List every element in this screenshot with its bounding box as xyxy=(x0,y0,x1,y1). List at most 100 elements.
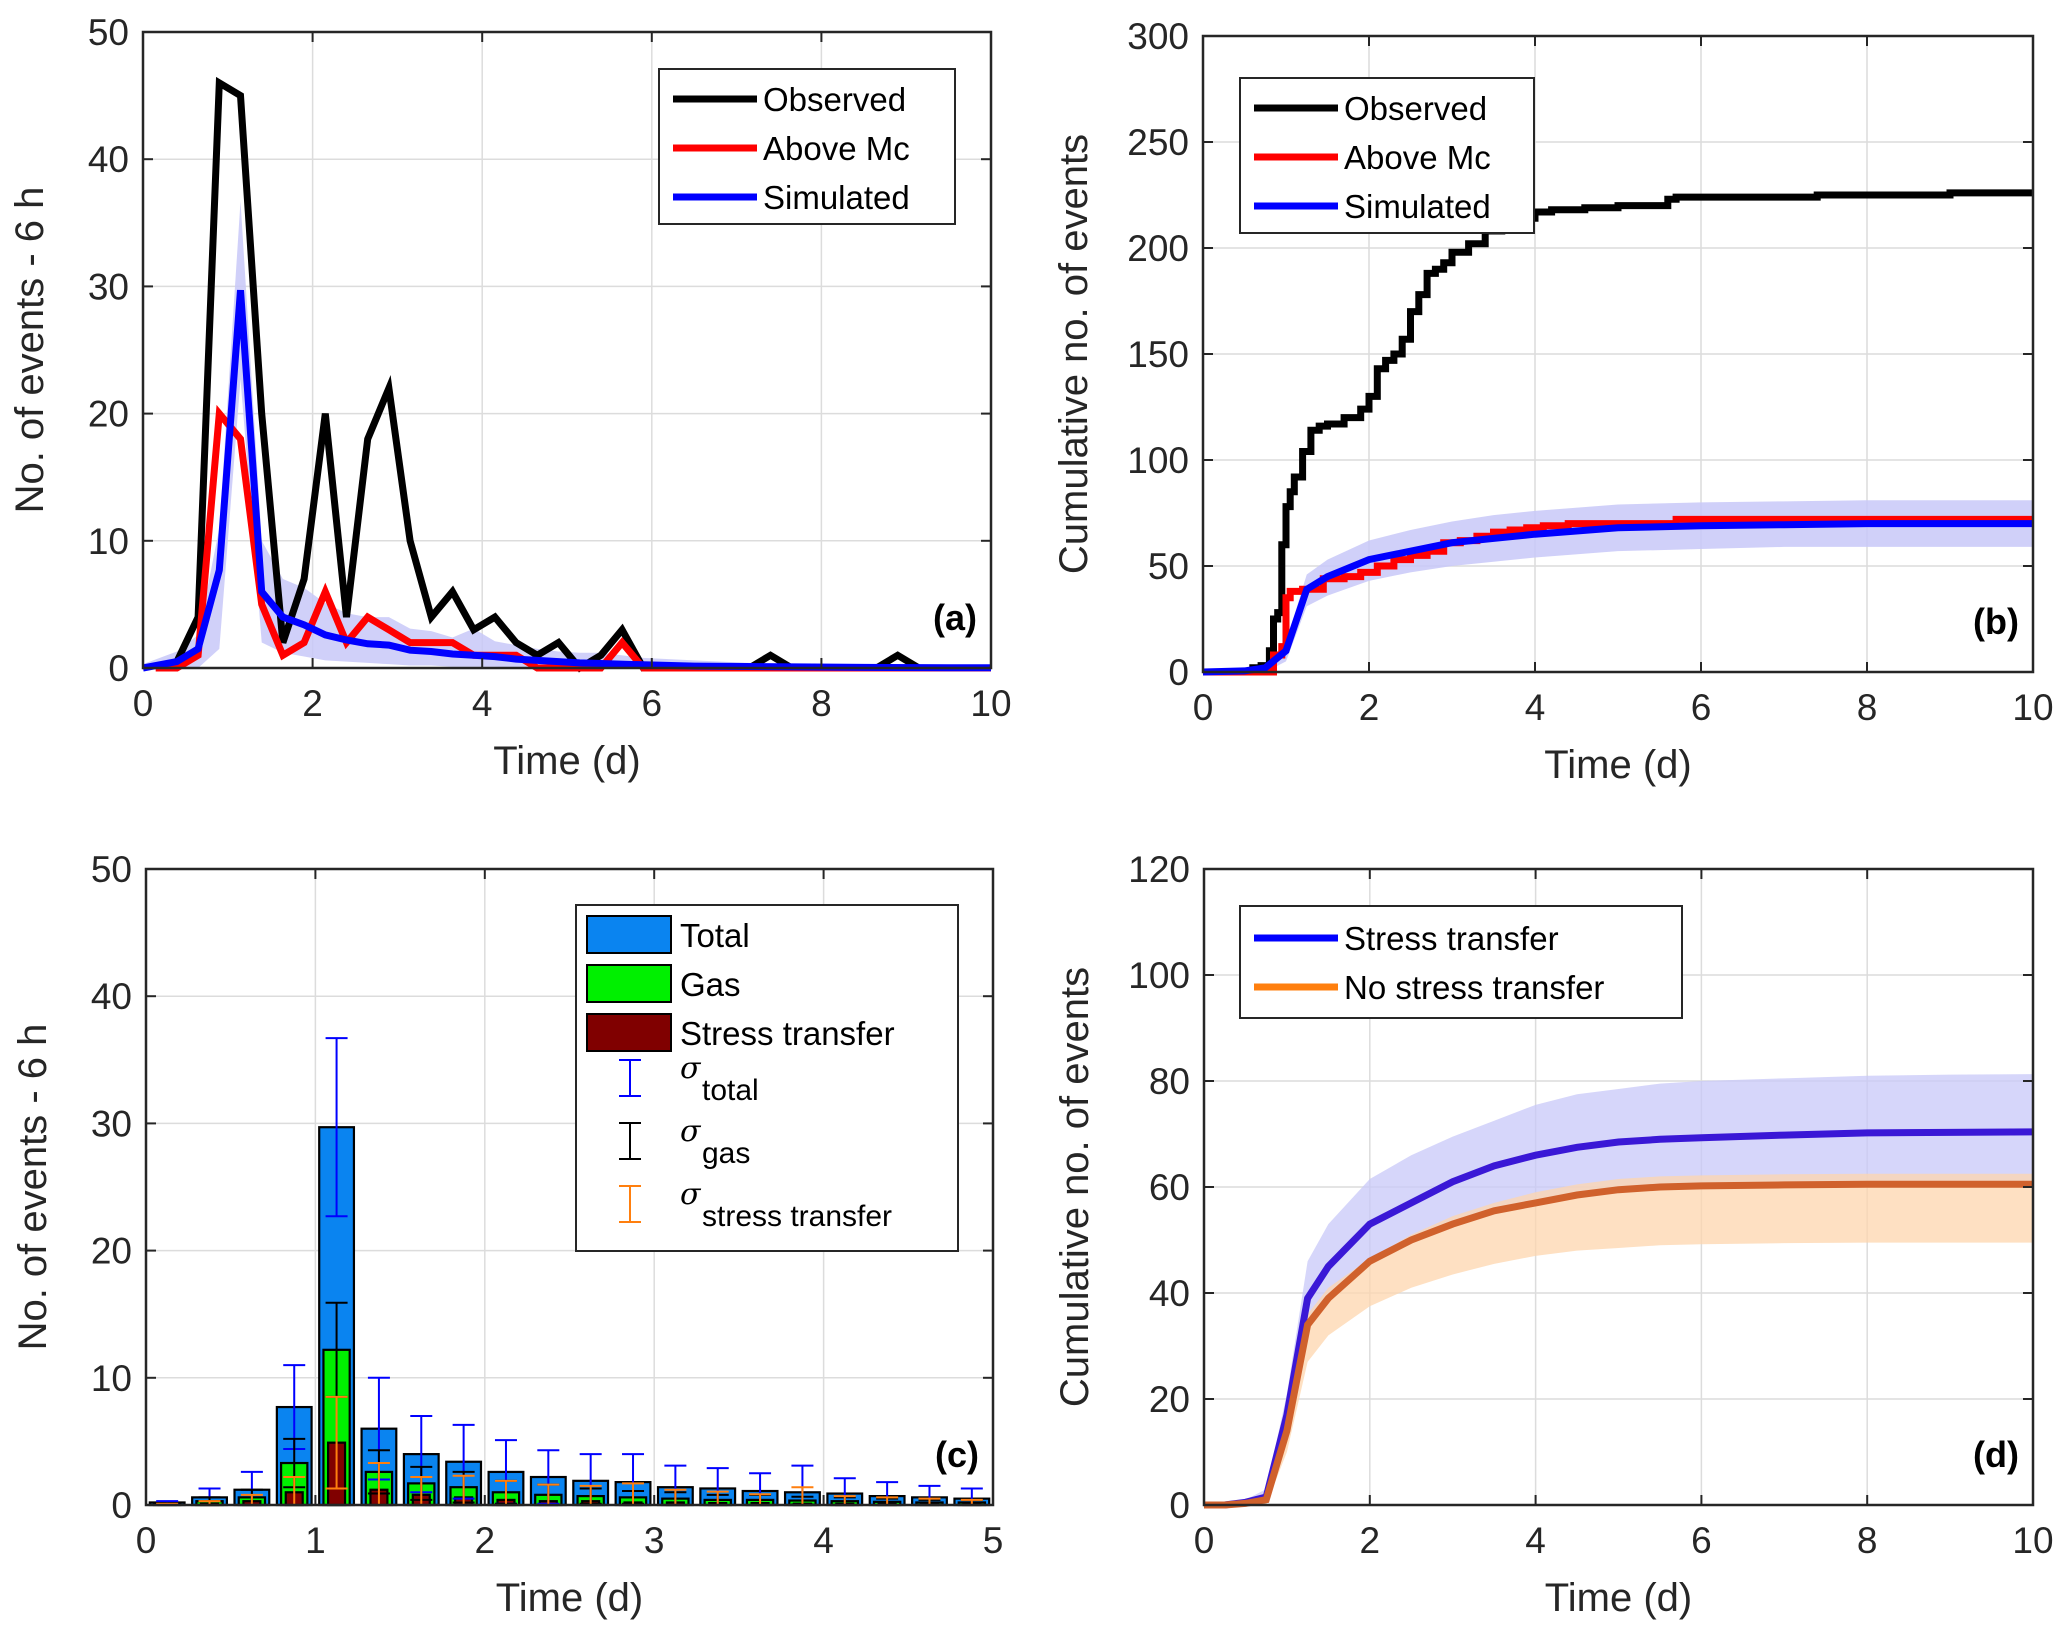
x-tick-label: 0 xyxy=(1193,687,1214,728)
panel-a-y-axis-label: No. of events - 6 h xyxy=(8,187,52,514)
x-tick-label: 10 xyxy=(2012,1520,2053,1561)
confidence-band-simulated xyxy=(1203,500,2033,672)
legend-swatch-gas xyxy=(586,964,672,1003)
x-tick-label: 4 xyxy=(813,1520,834,1561)
x-tick-label: 6 xyxy=(1691,1520,1712,1561)
legend-swatch-total xyxy=(586,915,672,954)
legend-entry-sigma-gas: σ gas xyxy=(619,1114,750,1170)
x-tick-label: 10 xyxy=(2012,687,2053,728)
series-line-observed xyxy=(1203,189,2033,676)
x-tick-label: 4 xyxy=(1525,687,1546,728)
x-tick-label: 6 xyxy=(642,683,663,724)
panel-a-ticks: 0 2 4 6 8 10 0 10 20 30 40 50 xyxy=(88,12,1012,724)
legend-entry-observed: Observed xyxy=(673,81,906,118)
panel-d-x-axis-label: Time (d) xyxy=(1545,1576,1692,1620)
legend-label-above-mc: Above Mc xyxy=(763,130,910,167)
y-tick-label: 0 xyxy=(108,648,129,689)
legend-entry-above-mc: Above Mc xyxy=(673,130,910,167)
panel-a-legend: Observed Above Mc Simulated xyxy=(658,68,956,225)
legend-swatch-stress-transfer xyxy=(586,1013,672,1052)
error-bar-stress-transfer xyxy=(325,1395,348,1490)
x-tick-label: 1 xyxy=(305,1520,326,1561)
y-tick-label: 0 xyxy=(1168,652,1189,693)
series-line-above-mc xyxy=(1203,515,2033,676)
x-tick-label: 2 xyxy=(1359,687,1380,728)
legend-entry-simulated: Simulated xyxy=(673,179,910,216)
panel-a-label: (a) xyxy=(933,597,977,638)
y-tick-label: 250 xyxy=(1127,122,1189,163)
panel-b-bands xyxy=(1203,500,2033,672)
legend-sigma-subscript-total: total xyxy=(702,1074,759,1107)
x-tick-label: 0 xyxy=(1194,1520,1215,1561)
legend-label-simulated: Simulated xyxy=(1344,188,1491,225)
x-tick-label: 0 xyxy=(133,683,154,724)
panel-b-legend: Observed Above Mc Simulated xyxy=(1239,77,1535,234)
x-tick-label: 4 xyxy=(472,683,493,724)
x-tick-label: 2 xyxy=(475,1520,496,1561)
y-tick-label: 10 xyxy=(91,1358,132,1399)
legend-label-stress-transfer: Stress transfer xyxy=(680,1015,895,1052)
legend-entry-gas: Gas xyxy=(586,964,741,1003)
panel-d-legend-box xyxy=(1239,905,1683,1019)
legend-label-observed: Observed xyxy=(763,81,906,118)
y-tick-label: 120 xyxy=(1128,849,1190,890)
panel-c-legend: Total Gas Stress transfer σ total σ gas xyxy=(575,904,959,1252)
y-tick-label: 20 xyxy=(91,1231,132,1272)
panel-c-y-axis-label: No. of events - 6 h xyxy=(11,1024,55,1351)
legend-errorbar-icon-gas xyxy=(619,1122,641,1160)
legend-entry-stress-transfer: Stress transfer xyxy=(586,1013,895,1052)
legend-entry-total: Total xyxy=(586,915,750,954)
legend-sigma-subscript-gas: gas xyxy=(702,1137,750,1170)
y-tick-label: 30 xyxy=(88,266,129,307)
legend-errorbar-icon-total xyxy=(619,1059,641,1097)
panel-b-lines xyxy=(1202,189,2033,676)
legend-label-gas: Gas xyxy=(680,966,741,1003)
legend-entry-no-stress-transfer: No stress transfer xyxy=(1254,969,1604,1006)
legend-errorbar-icon-stress-transfer xyxy=(619,1185,641,1223)
x-tick-label: 5 xyxy=(983,1520,1004,1561)
series-line-simulated xyxy=(142,289,991,672)
y-tick-label: 150 xyxy=(1127,334,1189,375)
panel-a: 0 2 4 6 8 10 0 10 20 30 40 50 Time (d) No. of event… xyxy=(8,12,1012,783)
panel-c-label: (c) xyxy=(935,1434,979,1475)
panel-c-legend-box xyxy=(575,904,959,1252)
y-tick-label: 0 xyxy=(111,1485,132,1526)
legend-sigma-symbol-gas: σ xyxy=(680,1114,702,1149)
panel-a-axes-frame xyxy=(141,30,993,670)
y-tick-label: 40 xyxy=(88,139,129,180)
error-bar-total xyxy=(325,1037,348,1218)
legend-entry-observed: Observed xyxy=(1254,90,1487,127)
y-tick-label: 200 xyxy=(1127,228,1189,269)
legend-entry-sigma-stress-transfer: σ stress transfer xyxy=(619,1177,892,1233)
legend-sigma-symbol-stress-transfer: σ xyxy=(680,1177,702,1212)
y-tick-label: 300 xyxy=(1127,16,1189,57)
panel-c-axes-frame xyxy=(144,867,995,1507)
x-tick-label: 6 xyxy=(1691,687,1712,728)
x-tick-label: 8 xyxy=(1857,687,1878,728)
x-tick-label: 10 xyxy=(970,683,1011,724)
y-tick-label: 100 xyxy=(1128,955,1190,996)
x-tick-label: 0 xyxy=(136,1520,157,1561)
y-tick-label: 100 xyxy=(1127,440,1189,481)
y-tick-label: 20 xyxy=(88,394,129,435)
x-tick-label: 8 xyxy=(811,683,832,724)
panel-d-legend: Stress transfer No stress transfer xyxy=(1239,905,1683,1019)
legend-entry-simulated: Simulated xyxy=(1254,188,1491,225)
panel-c-x-axis-label: Time (d) xyxy=(496,1576,643,1620)
panel-a-x-axis-label: Time (d) xyxy=(493,739,640,783)
y-tick-label: 40 xyxy=(91,976,132,1017)
x-tick-label: 8 xyxy=(1857,1520,1878,1561)
x-tick-label: 3 xyxy=(644,1520,665,1561)
panel-d-label: (d) xyxy=(1973,1434,2019,1475)
y-tick-label: 30 xyxy=(91,1103,132,1144)
legend-entry-sigma-total: σ total xyxy=(619,1051,759,1107)
y-tick-label: 40 xyxy=(1149,1273,1190,1314)
legend-label-total: Total xyxy=(680,917,750,954)
legend-label-no-stress-transfer: No stress transfer xyxy=(1344,969,1604,1006)
legend-label-simulated: Simulated xyxy=(763,179,910,216)
